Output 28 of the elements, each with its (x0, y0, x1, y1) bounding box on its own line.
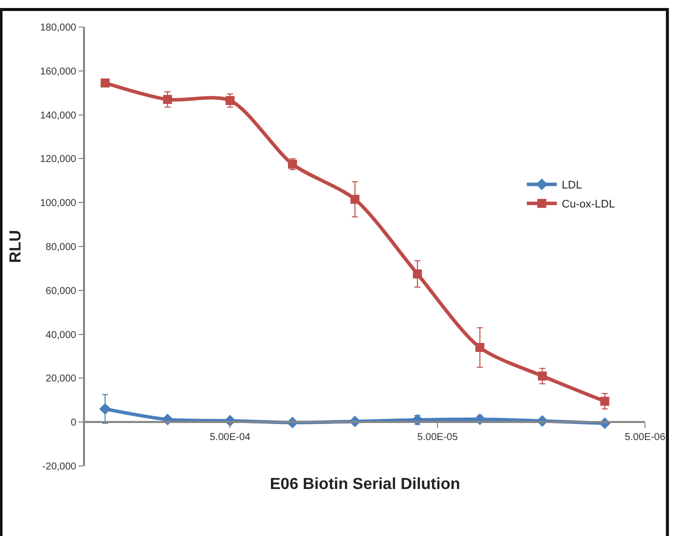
y-tick-label: 0 (70, 418, 77, 429)
legend-label: Cu-ox-LDL (562, 198, 615, 211)
x-tick-label: 5.00E-04 (210, 432, 251, 443)
point (600, 396, 610, 406)
point (226, 96, 235, 106)
legend-label: LDL (562, 180, 582, 192)
point (350, 194, 360, 204)
x-axis-title: E06 Biotin Serial Dilution (270, 476, 460, 494)
point (99, 403, 111, 415)
y-tick-label: 40,000 (46, 330, 77, 341)
point (538, 372, 547, 381)
x-tick-label: 5.00E-06 (624, 432, 666, 443)
x-tick-label: 5.00E-05 (417, 432, 458, 443)
y-tick-label: 140,000 (40, 110, 77, 122)
point (163, 94, 172, 104)
y-tick-label: 120,000 (40, 154, 77, 166)
y-tick-label: 100,000 (40, 198, 77, 210)
point (412, 414, 424, 426)
y-tick-label: -20,000 (42, 462, 77, 472)
y-tick-label: 80,000 (46, 242, 77, 253)
y-tick-label: 20,000 (46, 374, 77, 385)
y-tick-label: 160,000 (40, 66, 77, 78)
point (100, 78, 110, 88)
y-tick-label: 180,000 (40, 22, 77, 34)
point (412, 269, 422, 278)
point (475, 342, 484, 352)
y-tick-label: 60,000 (46, 286, 77, 297)
y-axis-title: RLU (7, 230, 24, 263)
